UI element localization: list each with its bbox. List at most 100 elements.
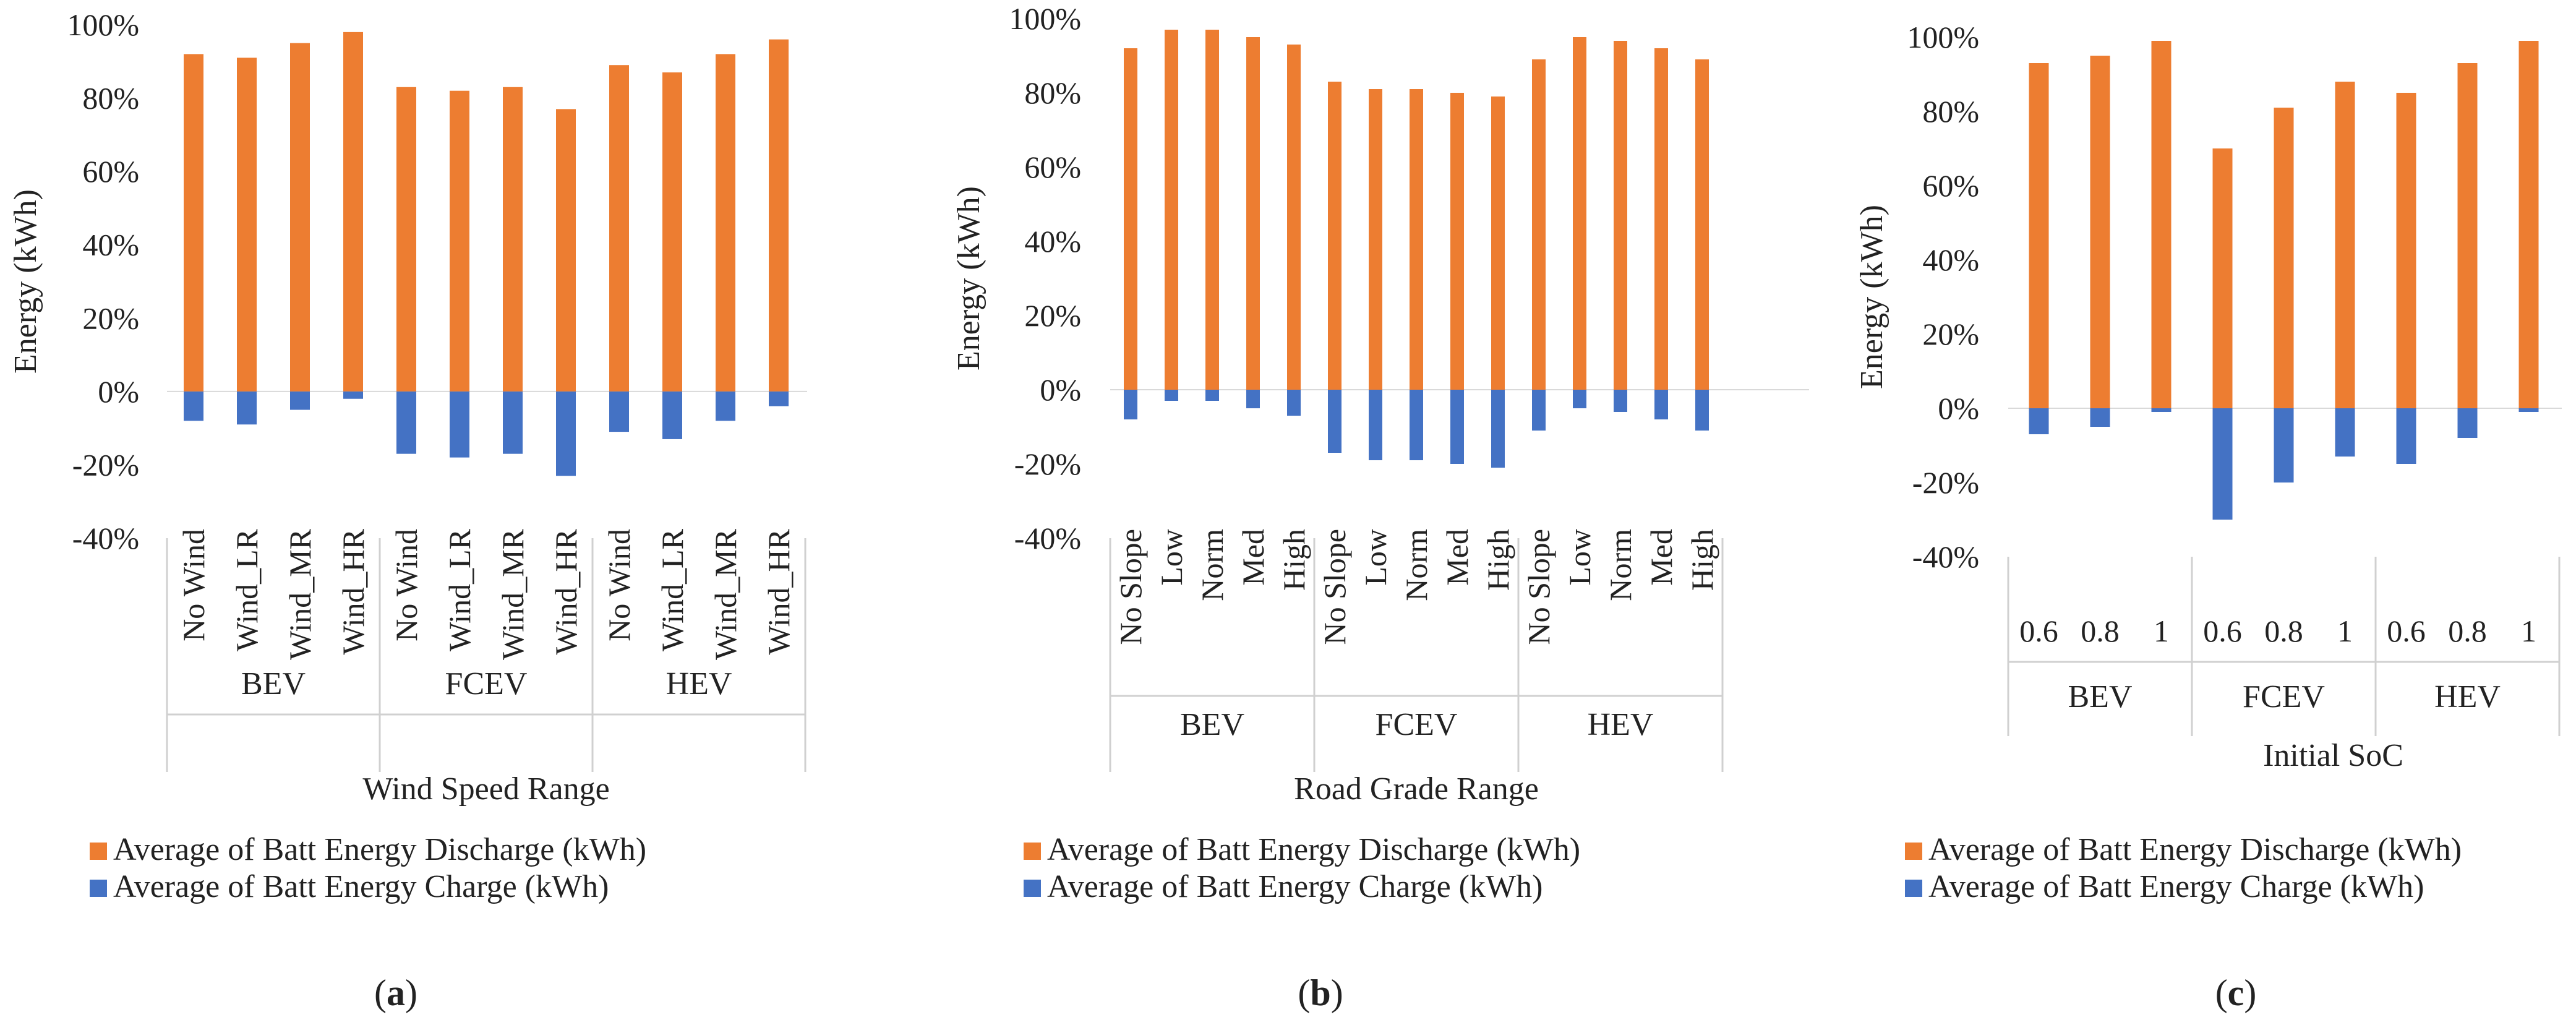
bar-charge [1369,390,1382,460]
x-category-label: Wind_HR [336,528,370,654]
x-category-label: 0.8 [2081,614,2120,648]
x-category-label: Low [1562,529,1597,586]
x-category-label: Wind_MR [495,528,530,660]
bar-charge [1573,390,1586,408]
bar-discharge [716,54,735,392]
bar-charge [1654,390,1668,419]
x-category-label: No Slope [1317,529,1352,645]
bar-discharge [2518,41,2539,408]
x-category-label: High [1277,529,1311,591]
bar-charge [662,391,682,439]
bar-charge [450,391,469,458]
bar-discharge [2457,63,2478,408]
legend-label-charge: Average of Batt Energy Charge (kWh) [1928,869,2424,904]
bar-charge [1124,390,1137,419]
x-category-label: 0.6 [2203,614,2242,648]
bar-discharge [556,109,576,392]
bar-discharge [2335,82,2355,408]
bar-discharge [1124,48,1137,390]
bar-discharge [769,39,789,392]
bar-charge [2090,408,2110,427]
y-tick-label: -40% [72,521,139,555]
bar-discharge [343,32,363,392]
legend-swatch-charge [1905,880,1922,897]
y-tick-label: 100% [1907,20,1979,54]
bar-charge [503,391,523,454]
bar-discharge [2212,148,2233,408]
y-tick-label: 20% [1922,317,1979,351]
x-group-label: FCEV [1376,707,1458,742]
bar-discharge [290,43,310,392]
x-category-label: Norm [1603,529,1638,601]
bar-discharge [1205,30,1219,390]
bar-charge [2274,408,2294,482]
y-tick-label: -40% [1014,521,1081,555]
y-tick-label: 40% [1922,242,1979,277]
y-tick-label: 60% [1024,150,1081,184]
x-category-label: 1 [2521,614,2536,648]
bar-charge [1450,390,1464,464]
bar-charge [1246,390,1260,408]
bar-charge [237,391,257,425]
legend-label-discharge: Average of Batt Energy Discharge (kWh) [113,832,646,867]
bar-charge [2457,408,2478,438]
bar-discharge [503,87,523,392]
x-category-label: No Wind [176,529,211,641]
chart-panel-b: -40% -20% 0% 20% 40% 60% 80% 100% Energy (kWh) No… [951,1,1809,1013]
bar-charge [1695,390,1709,431]
x-axis-title: Wind Speed Range [362,771,609,807]
x-group-label: FCEV [2243,679,2325,714]
y-tick-label: -20% [1912,465,1979,500]
bar-charge [2335,408,2355,457]
bar-discharge [1695,59,1709,390]
bar-charge [556,391,576,476]
bar-charge [1165,390,1178,401]
bar-discharge [1165,30,1178,390]
bar-discharge [2274,108,2294,408]
panel-label: (b) [1298,972,1343,1013]
y-tick-label: 80% [1922,94,1979,129]
bar-discharge [1573,37,1586,390]
x-category-label: Wind_MR [283,528,317,660]
bar-charge [1328,390,1341,453]
x-category-label: Wind_LR [442,528,477,651]
x-group-label: HEV [666,666,732,701]
bar-discharge [1246,37,1260,390]
x-category-label: High [1481,529,1515,591]
y-tick-label: 80% [1024,75,1081,110]
bar-charge [343,391,363,399]
x-group-label: BEV [2068,679,2133,714]
x-category-label: Wind_HR [761,528,796,654]
legend-swatch-discharge [1905,843,1922,860]
bar-discharge [1328,82,1341,390]
bar-charge [2029,408,2049,434]
legend-label-discharge: Average of Batt Energy Discharge (kWh) [1047,832,1580,867]
bar-discharge [184,54,203,392]
bar-charge [769,391,789,406]
y-tick-label: 80% [82,81,139,116]
x-category-label: 1 [2337,614,2353,648]
bar-charge [2151,408,2172,412]
legend-swatch-charge [90,880,107,897]
y-tick-label: 60% [82,154,139,189]
bar-charge [1287,390,1301,416]
legend-swatch-discharge [1024,843,1041,860]
bar-discharge [2029,63,2049,408]
x-category-label: 0.6 [2019,614,2058,648]
y-tick-label: 40% [1024,224,1081,259]
bar-charge [1491,390,1505,468]
bar-discharge [237,58,257,392]
bar-charge [2396,408,2416,464]
bar-charge [2212,408,2233,520]
bar-discharge [1410,89,1423,390]
x-category-label: High [1685,529,1719,591]
legend-label-charge: Average of Batt Energy Charge (kWh) [1047,869,1543,904]
bar-charge [1410,390,1423,460]
bar-discharge [450,90,469,392]
x-category-label: Norm [1399,529,1434,601]
x-category-label: No Slope [1113,529,1148,645]
x-axis-title: Road Grade Range [1294,771,1539,807]
bar-discharge [662,72,682,392]
x-category-label: Low [1154,529,1189,586]
